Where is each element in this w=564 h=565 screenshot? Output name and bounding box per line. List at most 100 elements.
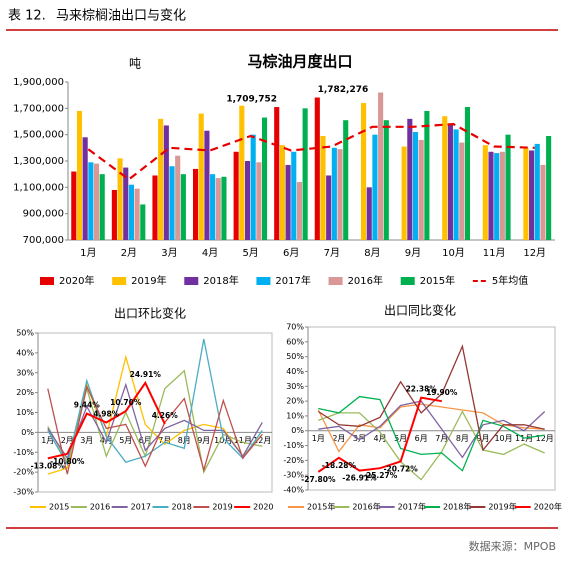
bar — [221, 176, 227, 240]
legend-label: 2015 — [49, 503, 69, 512]
chart-title: 马棕油月度出口 — [247, 53, 352, 71]
line — [47, 380, 166, 460]
y-tick-label: 50% — [286, 352, 304, 361]
legend-label: 2018年 — [443, 502, 471, 512]
legend-label: 2017 — [131, 503, 151, 512]
x-tick-label: 5月 — [119, 436, 132, 445]
legend-label: 2019年 — [488, 502, 516, 512]
y-tick-label: 50% — [16, 329, 34, 338]
bar — [372, 134, 378, 240]
value-label: -20.72% — [383, 464, 418, 473]
bar — [239, 105, 245, 240]
y-tick-label: 1,500,000 — [13, 130, 64, 141]
bar — [378, 92, 384, 241]
legend-label: 2016 — [90, 503, 110, 512]
x-tick-label: 3月 — [80, 436, 93, 445]
y-tick-label: 1,900,000 — [13, 77, 64, 88]
bar — [482, 145, 488, 240]
x-tick-label: 1月 — [41, 436, 54, 445]
x-tick-label: 11月 — [234, 436, 252, 445]
bar — [447, 124, 453, 240]
y-tick-label: 10% — [16, 408, 34, 417]
bar — [546, 135, 552, 240]
x-tick-label: 3月 — [161, 247, 177, 259]
x-tick-label: 12月 — [253, 436, 271, 445]
x-tick-label: 2月 — [332, 434, 345, 443]
bar — [540, 164, 546, 240]
value-label: -18.28% — [322, 461, 357, 470]
y-tick-label: -40% — [283, 486, 304, 495]
line — [318, 410, 545, 481]
x-tick-label: 12月 — [536, 434, 554, 443]
x-tick-label: 4月 — [100, 436, 113, 445]
bar — [140, 204, 146, 240]
y-tick-label: 60% — [286, 337, 304, 346]
line — [47, 384, 263, 475]
bar — [442, 116, 448, 240]
value-label: 9.44% — [74, 401, 101, 410]
bar — [128, 184, 134, 240]
x-tick-label: 10月 — [442, 247, 465, 259]
bar — [296, 182, 303, 240]
bar — [134, 188, 140, 240]
bar — [192, 168, 199, 240]
y-tick-label: 0% — [21, 428, 34, 437]
x-tick-label: 8月 — [364, 247, 380, 259]
bar — [412, 132, 419, 240]
legend-label: 2019 — [212, 503, 232, 512]
y-tick-label: 900,000 — [23, 209, 64, 220]
bar — [244, 161, 251, 240]
x-tick-label: 10月 — [494, 434, 512, 443]
legend-label: 2018年 — [203, 274, 238, 287]
y-tick-label: -20% — [283, 456, 304, 465]
x-tick-label: 1月 — [312, 434, 325, 443]
bar — [453, 129, 459, 240]
bar — [407, 118, 413, 240]
legend-swatch — [112, 277, 127, 285]
legend-swatch — [40, 277, 54, 285]
bar — [337, 149, 343, 240]
x-tick-label: 4月 — [202, 247, 218, 259]
y-tick-label: 10% — [286, 411, 304, 420]
source: 数据来源：MPOB — [469, 539, 556, 553]
legend-label: 2018 — [172, 503, 192, 512]
bar — [274, 107, 280, 240]
x-tick-label: 8月 — [178, 436, 191, 445]
bar — [117, 158, 123, 240]
line — [317, 396, 442, 473]
y-tick-label: 1,700,000 — [13, 103, 64, 114]
bar — [99, 174, 105, 240]
legend-label: 2017年 — [275, 274, 310, 287]
bar — [152, 175, 158, 240]
x-tick-label: 6月 — [415, 434, 428, 443]
bar — [505, 134, 511, 240]
bar — [529, 150, 535, 240]
bar — [93, 163, 100, 240]
y-tick-label: 700,000 — [23, 235, 64, 246]
bar — [233, 151, 239, 240]
legend-label: 2020年 — [59, 274, 94, 287]
x-tick-label: 11月 — [483, 247, 506, 259]
bar — [215, 178, 221, 240]
bar — [123, 167, 129, 240]
x-tick-label: 4月 — [373, 434, 386, 443]
y-tick-label: 0% — [291, 426, 304, 435]
bar — [82, 137, 88, 240]
value-label: 1,782,276 — [318, 85, 369, 95]
y-tick-label: -20% — [13, 468, 34, 477]
x-tick-label: 9月 — [476, 434, 489, 443]
bar — [250, 134, 256, 240]
bar — [361, 103, 367, 240]
bar — [76, 110, 83, 240]
bar — [494, 153, 500, 240]
bar — [291, 151, 297, 240]
bar — [71, 171, 77, 240]
bar — [534, 143, 540, 240]
value-label: 10.70% — [110, 398, 142, 407]
x-tick-label: 6月 — [283, 247, 299, 259]
bar — [320, 135, 326, 240]
bar — [314, 97, 320, 240]
value-label: 22.38% — [406, 385, 438, 394]
legend-swatch — [400, 277, 415, 285]
